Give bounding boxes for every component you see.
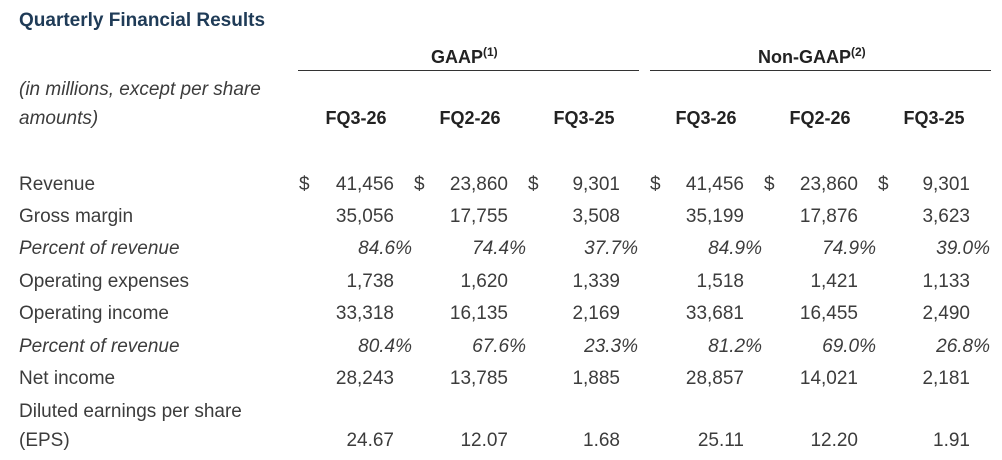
table-cell: 17,876 — [799, 206, 858, 227]
table-cell: 74.4% — [472, 238, 526, 259]
table-cell: 67.6% — [472, 336, 526, 357]
currency-symbol: $ — [764, 174, 775, 195]
table-cell: 1,421 — [810, 271, 858, 292]
table-cell: 25.11 — [697, 430, 744, 451]
table-cell: 1,518 — [696, 271, 744, 292]
table-cell: 35,056 — [335, 206, 394, 227]
table-cell: 1.91 — [933, 430, 970, 451]
table-cell: 1.68 — [583, 430, 620, 451]
gaap-header: GAAP(1) — [431, 45, 498, 68]
row-label: Net income — [19, 368, 116, 389]
table-cell: 24.67 — [346, 430, 394, 451]
row-label: Operating income — [19, 303, 169, 324]
table-cell: 35,199 — [685, 206, 744, 227]
units-note-line1: (in millions, except per share — [19, 79, 261, 100]
row-label: Operating expenses — [19, 271, 190, 292]
table-cell: 1,339 — [572, 271, 620, 292]
table-cell: 12.07 — [460, 430, 508, 451]
column-header: FQ3-25 — [553, 108, 615, 128]
column-header: FQ2-26 — [439, 108, 501, 128]
currency-symbol: $ — [878, 174, 889, 195]
column-header: FQ3-26 — [325, 108, 387, 128]
table-cell: 9,301 — [572, 174, 620, 195]
nongaap-footnote-ref: (2) — [851, 45, 866, 59]
table-cell: 28,857 — [685, 368, 744, 389]
table-cell: 69.0% — [822, 336, 876, 357]
eps-label-line1: Diluted earnings per share — [19, 401, 242, 422]
table-cell: 3,623 — [922, 206, 970, 227]
table-cell: 16,135 — [449, 303, 508, 324]
table-cell: 23,860 — [449, 174, 508, 195]
column-header: FQ3-26 — [675, 108, 737, 128]
column-header: FQ2-26 — [789, 108, 851, 128]
gaap-underline — [298, 70, 639, 71]
table-cell: 17,755 — [449, 206, 508, 227]
nongaap-underline — [650, 70, 991, 71]
table-cell: 41,456 — [335, 174, 394, 195]
table-cell: 12.20 — [810, 430, 858, 451]
table-cell: 1,133 — [922, 271, 970, 292]
table-cell: 81.2% — [708, 336, 762, 357]
table-cell: 2,490 — [922, 303, 970, 324]
table-cell: 39.0% — [936, 238, 990, 259]
table-cell: 9,301 — [922, 174, 970, 195]
row-label: Revenue — [19, 174, 96, 195]
table-cell: 33,681 — [685, 303, 744, 324]
table-cell: 2,169 — [572, 303, 620, 324]
table-cell: 23.3% — [584, 336, 638, 357]
table-cell: 14,021 — [799, 368, 858, 389]
table-cell: 2,181 — [922, 368, 970, 389]
table-cell: 23,860 — [799, 174, 858, 195]
currency-symbol: $ — [528, 174, 539, 195]
row-label: Gross margin — [19, 206, 134, 227]
table-cell: 13,785 — [449, 368, 508, 389]
table-cell: 1,620 — [460, 271, 508, 292]
table-cell: 41,456 — [685, 174, 744, 195]
table-cell: 26.8% — [936, 336, 990, 357]
row-label: Percent of revenue — [19, 238, 180, 259]
column-header: FQ3-25 — [903, 108, 965, 128]
table-cell: 1,738 — [346, 271, 394, 292]
table-cell: 74.9% — [822, 238, 876, 259]
gaap-label: GAAP — [431, 47, 484, 67]
table-cell: 84.9% — [708, 238, 762, 259]
table-cell: 28,243 — [335, 368, 394, 389]
table-cell: 33,318 — [335, 303, 394, 324]
nongaap-header: Non-GAAP(2) — [758, 45, 866, 68]
table-cell: 84.6% — [358, 238, 412, 259]
eps-label-line2: (EPS) — [19, 430, 70, 451]
units-note-line2: amounts) — [19, 108, 99, 129]
table-cell: 1,885 — [572, 368, 620, 389]
nongaap-label: Non-GAAP — [758, 47, 851, 67]
table-cell: 37.7% — [584, 238, 638, 259]
currency-symbol: $ — [650, 174, 661, 195]
gaap-footnote-ref: (1) — [483, 45, 498, 59]
currency-symbol: $ — [414, 174, 425, 195]
row-label: Percent of revenue — [19, 336, 180, 357]
table-cell: 3,508 — [572, 206, 620, 227]
page-title: Quarterly Financial Results — [19, 10, 266, 31]
table-cell: 80.4% — [358, 336, 412, 357]
table-cell: 16,455 — [799, 303, 858, 324]
currency-symbol: $ — [299, 174, 310, 195]
